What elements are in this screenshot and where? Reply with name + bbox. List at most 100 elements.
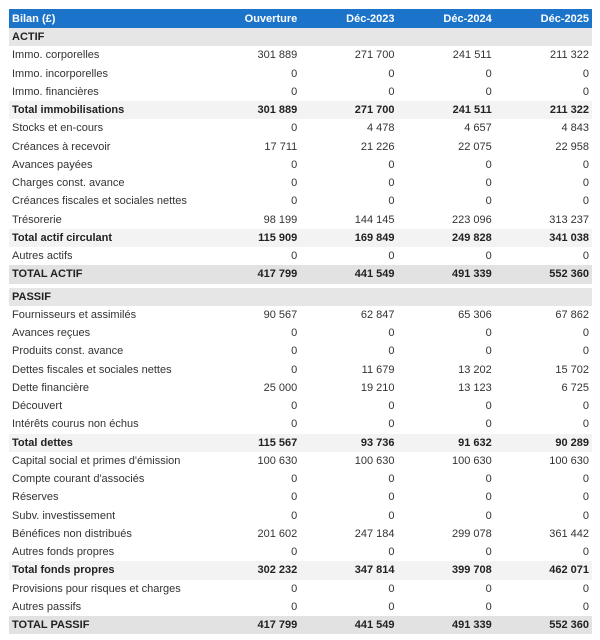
row-value: 0 xyxy=(485,327,492,340)
table-row: Créances à recevoir 17 711 21 226 22 075 22 … xyxy=(9,137,592,156)
row-value: 0 xyxy=(388,546,395,559)
row-value: 169 849 xyxy=(354,231,395,244)
row-value: 98 199 xyxy=(263,213,298,226)
row-value: 399 708 xyxy=(451,564,492,577)
total-row: TOTAL ACTIF 417 799 441 549 491 339 552 360 xyxy=(9,265,592,284)
row-label: Immo. incorporelles xyxy=(12,67,108,80)
row-label: Trésorerie xyxy=(12,213,62,226)
row-value: 21 226 xyxy=(360,140,395,153)
row-label: Total immobilisations xyxy=(12,104,125,117)
table-row: Capital social et primes d'émission 100 6… xyxy=(9,451,592,470)
row-label: Avances reçues xyxy=(12,327,91,340)
row-label: Subv. investissement xyxy=(12,509,116,522)
row-value: 0 xyxy=(388,509,395,522)
row-label: Dette financière xyxy=(12,381,90,394)
row-label: TOTAL ACTIF xyxy=(12,268,83,281)
row-value: 0 xyxy=(291,67,298,80)
row-value: 491 339 xyxy=(451,619,492,632)
row-value: 0 xyxy=(582,473,589,486)
row-value: 0 xyxy=(582,400,589,413)
row-value: 0 xyxy=(388,85,395,98)
row-value: 90 289 xyxy=(555,436,589,449)
row-value: 13 123 xyxy=(458,381,492,394)
row-value: 0 xyxy=(485,85,492,98)
row-value: 0 xyxy=(485,418,492,431)
row-value: 0 xyxy=(485,600,492,613)
table-row: Trésorerie 98 199 144 145 223 096 313 237 xyxy=(9,210,592,229)
table-row: Créances fiscales et sociales nettes 0 0 0 0 xyxy=(9,192,592,211)
row-value: 0 xyxy=(388,400,395,413)
row-value: 0 xyxy=(388,158,395,171)
row-value: 91 632 xyxy=(458,436,492,449)
row-value: 0 xyxy=(291,195,298,208)
row-label: PASSIF xyxy=(12,290,51,303)
section-header-row: PASSIF xyxy=(9,287,592,306)
row-value: 241 511 xyxy=(452,49,492,62)
row-label: Total actif circulant xyxy=(12,231,113,244)
header-col-ouverture: Ouverture xyxy=(244,12,298,25)
row-value: 0 xyxy=(485,509,492,522)
row-value: 441 549 xyxy=(354,619,395,632)
table-row: Avances payées 0 0 0 0 xyxy=(9,155,592,174)
row-label: Produits const. avance xyxy=(12,345,124,358)
row-value: 0 xyxy=(388,67,395,80)
table-row: Autres fonds propres 0 0 0 0 xyxy=(9,543,592,562)
row-label: Charges const. avance xyxy=(12,177,125,190)
row-value: 4 478 xyxy=(366,122,395,135)
row-value: 211 322 xyxy=(549,104,589,117)
table-header: Bilan (£) Ouverture Déc-2023 Déc-2024 Dé… xyxy=(9,9,592,28)
row-value: 0 xyxy=(582,491,589,504)
row-value: 0 xyxy=(388,250,395,263)
row-value: 0 xyxy=(485,491,492,504)
row-value: 0 xyxy=(485,546,492,559)
row-value: 22 075 xyxy=(458,140,492,153)
passif-section: PASSIF Fournisseurs et assimilés 90 567 62 … xyxy=(9,287,592,635)
row-label: Capital social et primes d'émission xyxy=(12,454,181,467)
row-value: 341 038 xyxy=(549,231,589,244)
row-value: 0 xyxy=(582,158,589,171)
table-row: Provisions pour risques et charges 0 0 0 0 xyxy=(9,579,592,598)
row-value: 0 xyxy=(485,158,492,171)
row-value: 552 360 xyxy=(549,619,589,632)
header-col-dec-2025: Déc-2025 xyxy=(540,12,589,25)
table-row: Autres passifs 0 0 0 0 xyxy=(9,597,592,616)
row-value: 0 xyxy=(485,400,492,413)
row-value: 0 xyxy=(582,418,589,431)
row-value: 211 322 xyxy=(550,49,589,62)
row-value: 247 184 xyxy=(354,527,395,540)
total-row: Total actif circulant 115 909 169 849 249 8… xyxy=(9,228,592,247)
row-value: 271 700 xyxy=(354,49,395,62)
row-label: Provisions pour risques et charges xyxy=(12,582,181,595)
row-value: 552 360 xyxy=(549,268,589,281)
row-value: 0 xyxy=(582,345,589,358)
row-value: 0 xyxy=(291,491,298,504)
row-value: 25 000 xyxy=(263,381,298,394)
row-value: 144 145 xyxy=(354,213,395,226)
row-label: Autres actifs xyxy=(12,250,73,263)
row-value: 13 202 xyxy=(458,363,492,376)
table-row: Intérêts courus non échus 0 0 0 0 xyxy=(9,415,592,434)
row-value: 0 xyxy=(291,327,298,340)
row-value: 462 071 xyxy=(549,564,589,577)
row-value: 0 xyxy=(388,177,395,190)
row-value: 19 210 xyxy=(360,381,395,394)
row-value: 301 889 xyxy=(257,104,298,117)
row-value: 441 549 xyxy=(354,268,395,281)
row-value: 0 xyxy=(388,195,395,208)
row-value: 241 511 xyxy=(452,104,492,117)
row-label: Fournisseurs et assimilés xyxy=(12,308,137,321)
row-value: 0 xyxy=(485,473,492,486)
row-value: 90 567 xyxy=(263,308,298,321)
row-label: Avances payées xyxy=(12,158,93,171)
row-label: Intérêts courus non échus xyxy=(12,418,139,431)
row-value: 0 xyxy=(291,418,298,431)
total-row: TOTAL PASSIF 417 799 441 549 491 339 552 360 xyxy=(9,616,592,635)
row-value: 201 602 xyxy=(257,527,298,540)
row-label: Réserves xyxy=(12,491,59,504)
row-value: 0 xyxy=(582,546,589,559)
row-value: 0 xyxy=(485,582,492,595)
row-value: 0 xyxy=(485,177,492,190)
row-value: 0 xyxy=(291,85,298,98)
row-value: 347 814 xyxy=(354,564,395,577)
row-value: 0 xyxy=(582,509,589,522)
